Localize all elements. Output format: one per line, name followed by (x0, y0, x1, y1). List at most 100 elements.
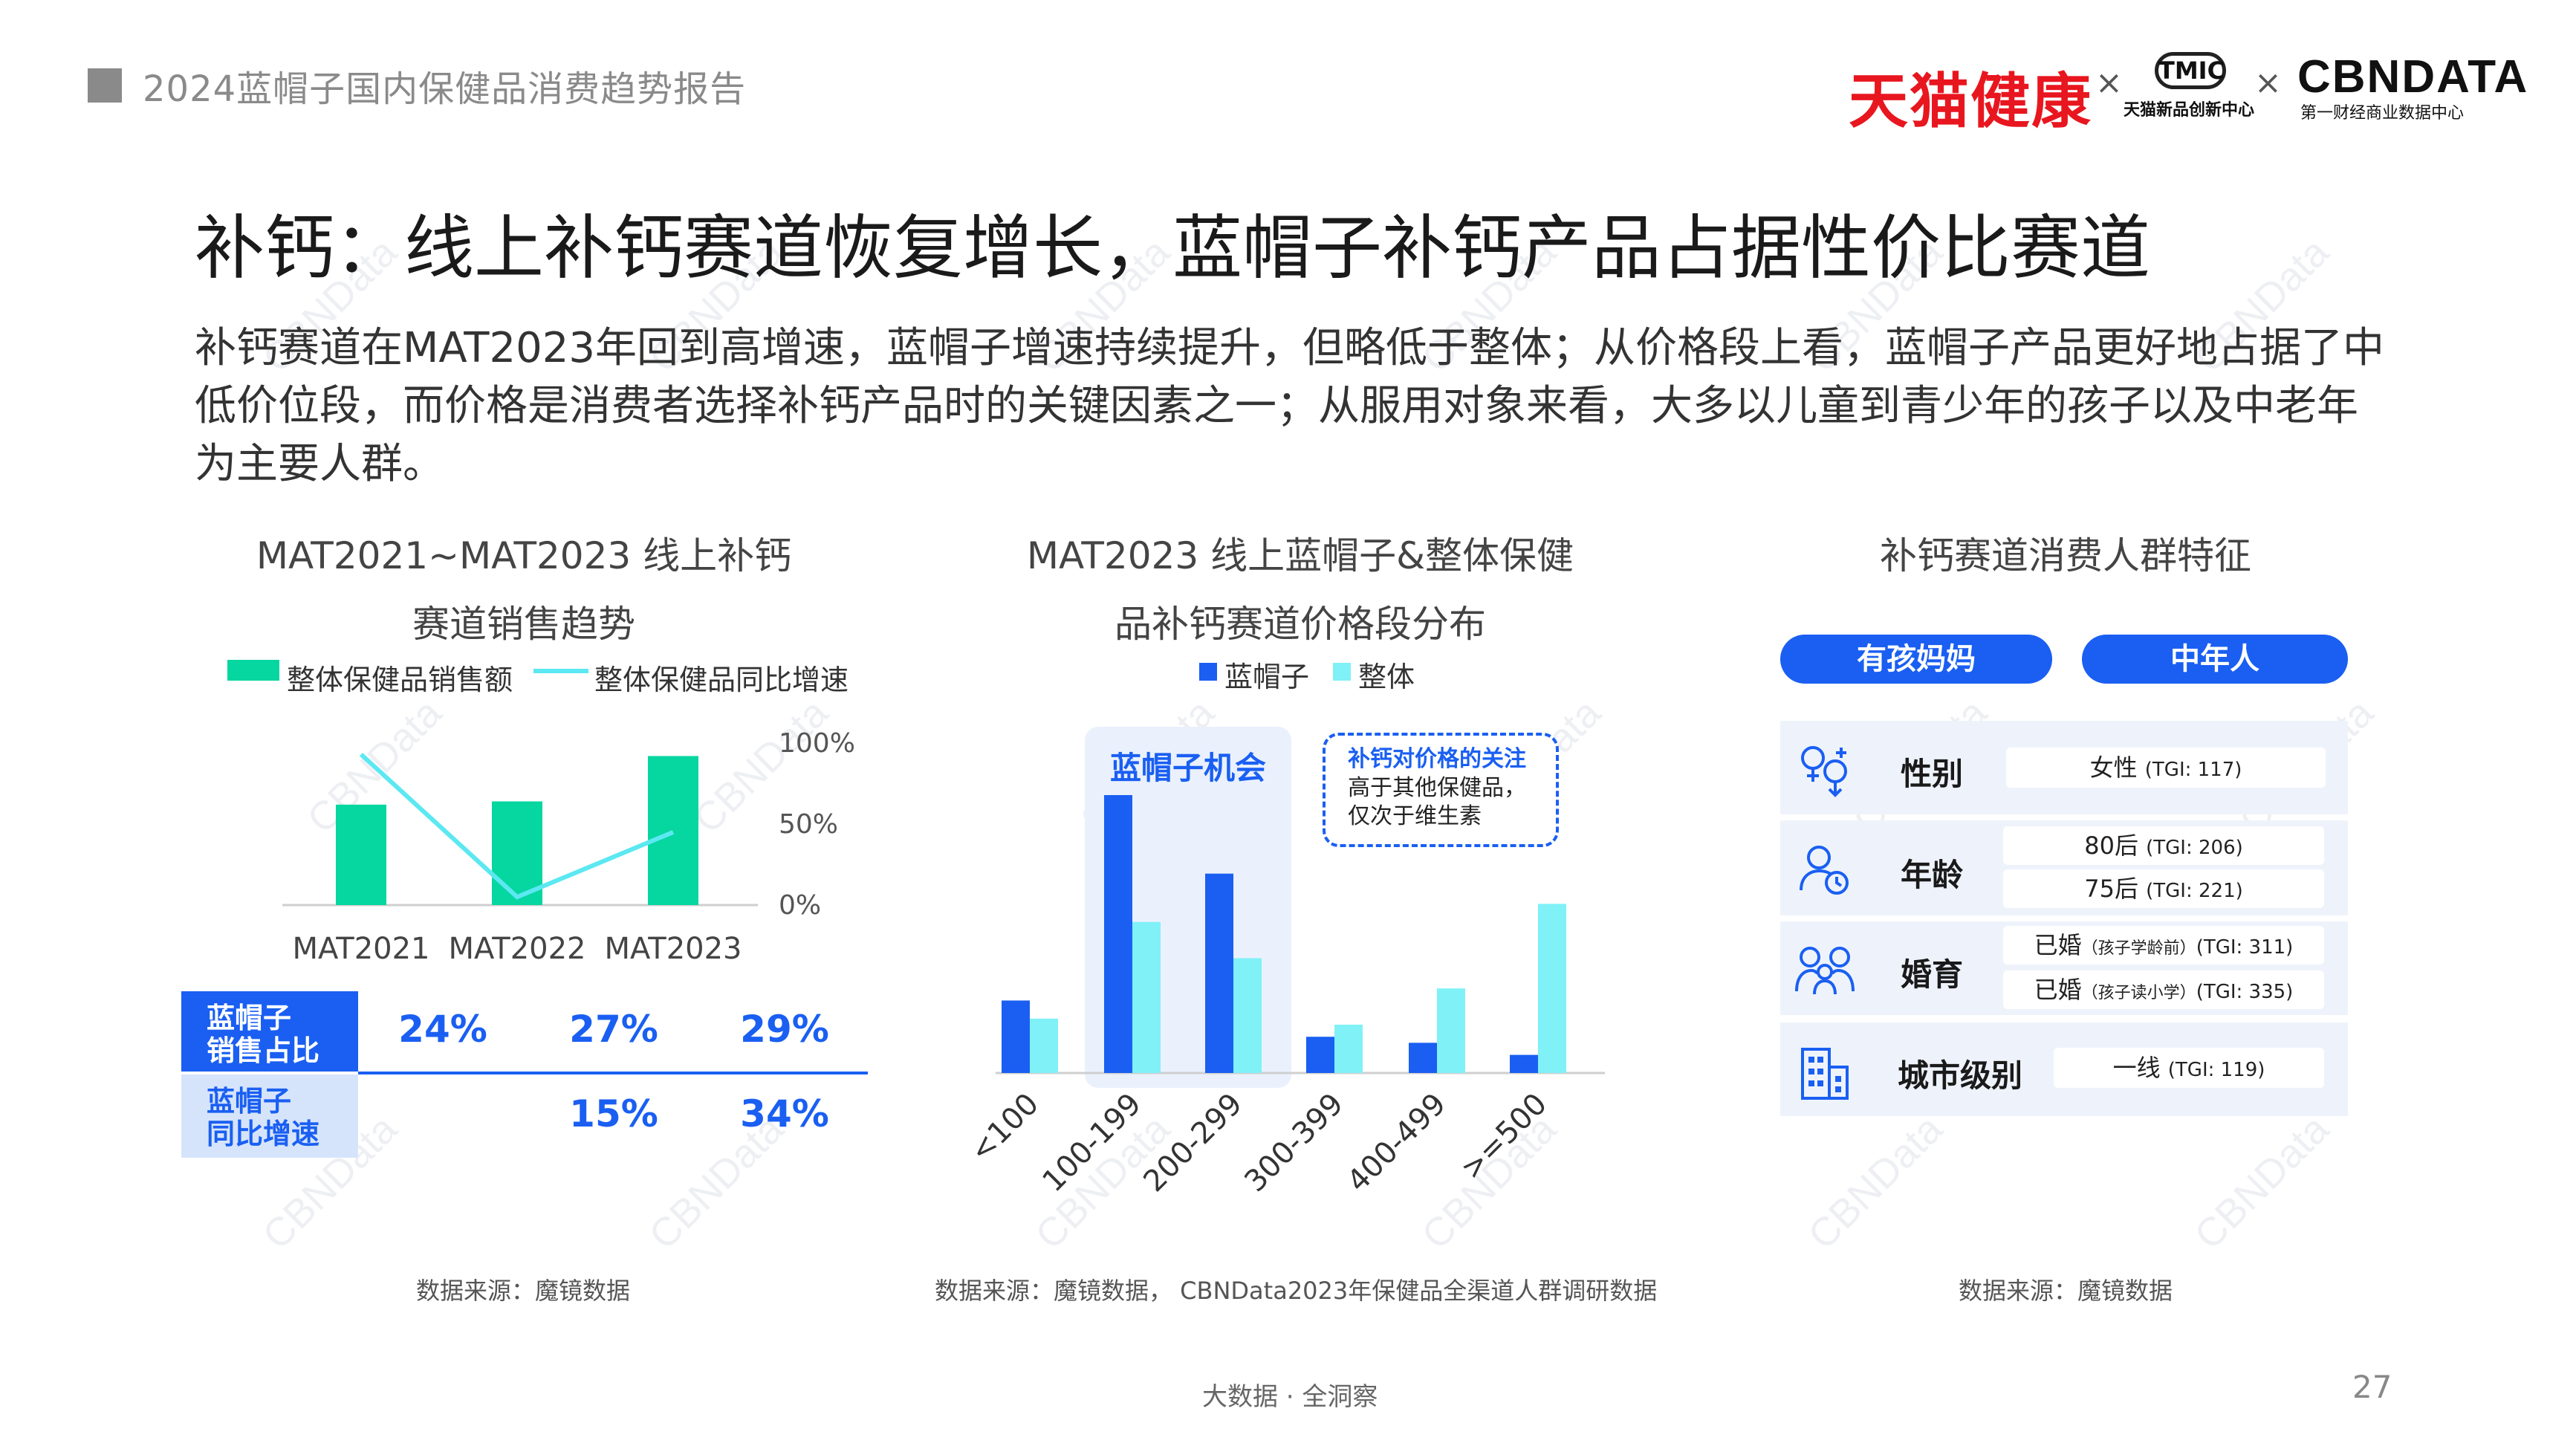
chart2-bar (1538, 904, 1566, 1073)
tmic-logo: TMIC (2155, 52, 2226, 89)
table-cell: 29% (740, 1008, 829, 1051)
value-main: 女性 (2089, 753, 2138, 782)
chart1-growth-line (359, 753, 675, 900)
persona-value: 75后 (TGI: 221) (2003, 869, 2324, 908)
gender-icon (1801, 746, 1847, 797)
intro-paragraph: 补钙赛道在MAT2023年回到高增速，蓝帽子增速持续提升，但略低于整体；从价格段… (195, 324, 2384, 488)
value-main: 已婚 (2034, 976, 2082, 1004)
persona-label: 年龄 (1901, 857, 1964, 893)
tmic-logo-subtitle: 天猫新品创新中心 (2124, 101, 2255, 120)
persona-title: 补钙赛道消费人群特征 (1880, 534, 2251, 577)
value-tgi: (TGI: 119) (2167, 1059, 2265, 1081)
callout-line1: 高于其他保健品， (1348, 775, 1526, 801)
chart2-x-tick: >=500 (1454, 1087, 1554, 1187)
value-tgi: (TGI: 311) (2196, 936, 2294, 959)
persona-label: 性别 (1901, 756, 1964, 792)
persona-row-age: 年龄 80后 (TGI: 206) 75后 (TGI: 221) (1780, 820, 2348, 915)
table-cell: 24% (398, 1008, 487, 1051)
chart2-bar (1233, 958, 1262, 1073)
chart2-title-line1: MAT2023 线上蓝帽子&整体保健 (1026, 534, 1574, 577)
chart1-title: MAT2021~MAT2023 线上补钙 赛道销售趋势 (178, 522, 869, 658)
table-divider (358, 1072, 868, 1074)
chart1-y2-tick: 100% (779, 728, 855, 759)
chart2-bar (1409, 1043, 1437, 1073)
persona-label: 婚育 (1901, 956, 1964, 993)
chart2-legend-cyan-swatch (1333, 663, 1351, 681)
value-main: 一线 (2112, 1054, 2161, 1082)
persona-value: 一线 (TGI: 119) (2054, 1048, 2324, 1088)
chart2-bar (1205, 873, 1233, 1073)
chart1-legend-line-swatch (533, 669, 588, 673)
watermark-text: CBNData (2186, 1106, 2337, 1258)
chart2-x-tick: 100-199 (1036, 1087, 1148, 1199)
cbndata-logo: CBNDATA (2297, 51, 2529, 103)
page-title: 补钙：线上补钙赛道恢复增长，蓝帽子补钙产品占据性价比赛道 (195, 208, 2151, 289)
watermark-text: CBNData (1800, 1106, 1951, 1258)
table-row2-header: 蓝帽子 同比增速 (181, 1074, 358, 1158)
persona-value: 已婚（孩子学龄前）(TGI: 311) (2003, 926, 2324, 965)
value-main: 80后 (2084, 832, 2138, 860)
value-note: （孩子学龄前） (2081, 939, 2196, 958)
chart1-x-tick: MAT2023 (605, 932, 742, 966)
chart2-x-tick: <100 (966, 1087, 1045, 1169)
chart1-legend-line-label: 整体保健品同比增速 (594, 664, 849, 696)
persona-label: 城市级别 (1898, 1057, 2023, 1094)
chart2-bar (1306, 1037, 1334, 1073)
chart2-x-tick: 300-399 (1238, 1087, 1350, 1199)
chart2-title: MAT2023 线上蓝帽子&整体保健 品补钙赛道价格段分布 (966, 522, 1635, 658)
chart1-bar (648, 756, 698, 905)
logo-separator: × (2254, 64, 2282, 102)
value-tgi: (TGI: 221) (2146, 880, 2243, 902)
persona-value: 80后 (TGI: 206) (2003, 826, 2324, 865)
chart2-source: 数据来源：魔镜数据， CBNData2023年保健品全渠道人群调研数据 (935, 1277, 1658, 1305)
value-main: 已婚 (2034, 931, 2082, 959)
callout-line2: 仅次于维生素 (1348, 803, 1482, 829)
footer-tagline: 大数据 · 全洞察 (1202, 1382, 1378, 1412)
chart1-x-tick: MAT2021 (293, 932, 430, 966)
chart2-legend-cyan-label: 整体 (1358, 661, 1415, 693)
value-tgi: (TGI: 335) (2196, 981, 2294, 1003)
tag-middle-aged: 中年人 (2082, 635, 2348, 684)
header-marker (88, 68, 122, 103)
chart2-bar (1510, 1054, 1538, 1073)
persona-row-gender: 性别 女性 (TGI: 117) (1780, 721, 2348, 814)
persona-row-city: 城市级别 一线 (TGI: 119) (1780, 1022, 2348, 1116)
page-number: 27 (2352, 1369, 2392, 1405)
family-icon (1795, 947, 1855, 995)
chart1-title-line1: MAT2021~MAT2023 线上补钙 (256, 534, 792, 577)
value-main: 75后 (2084, 875, 2138, 903)
cbndata-logo-subtitle: 第一财经商业数据中心 (2300, 104, 2465, 123)
value-tgi: (TGI: 117) (2144, 759, 2242, 781)
chart2-legend-blue-label: 蓝帽子 (1224, 661, 1310, 693)
chart2-title-line2: 品补钙赛道价格段分布 (1115, 603, 1486, 646)
table-cell: 27% (569, 1008, 658, 1051)
chart2-bar (1002, 1000, 1030, 1073)
table-cell: 15% (569, 1092, 658, 1135)
chart2-legend-blue-swatch (1199, 663, 1217, 681)
chart1-legend-bar-swatch (227, 660, 279, 681)
chart1-plot: 100% 50% 0% MAT2021 MAT2022 MAT2023 (282, 728, 855, 966)
tag-mother: 有孩妈妈 (1780, 635, 2052, 684)
persona-value: 已婚（孩子读小学）(TGI: 335) (2003, 970, 2324, 1009)
callout-title: 补钙对价格的关注 (1348, 746, 1526, 772)
value-tgi: (TGI: 206) (2146, 837, 2243, 859)
persona-value: 女性 (TGI: 117) (2006, 748, 2326, 788)
chart2-bar (1030, 1018, 1058, 1073)
chart1-bar (336, 804, 386, 905)
chart2-bar (1437, 988, 1465, 1073)
chart2-x-tick: 200-299 (1137, 1087, 1249, 1199)
table-cell: 34% (740, 1092, 829, 1135)
chart1-y2-tick: 0% (779, 890, 821, 921)
chart2-bar (1334, 1024, 1363, 1073)
chart1-legend-bar-label: 整体保健品销售额 (287, 664, 513, 696)
tmall-health-logo: 天猫健康 (1849, 67, 2092, 136)
chart1-title-line2: 赛道销售趋势 (412, 603, 635, 646)
persona-row-family: 婚育 已婚（孩子学龄前）(TGI: 311) 已婚（孩子读小学）(TGI: 33… (1780, 921, 2348, 1015)
highlight-label: 蓝帽子机会 (1110, 750, 1266, 786)
chart1-source: 数据来源：魔镜数据 (416, 1277, 631, 1305)
chart2-bar (1104, 795, 1132, 1073)
chart2-bar (1132, 921, 1161, 1073)
chart1-y2-tick: 50% (779, 809, 838, 840)
persona-source: 数据来源：魔镜数据 (1959, 1277, 2173, 1305)
